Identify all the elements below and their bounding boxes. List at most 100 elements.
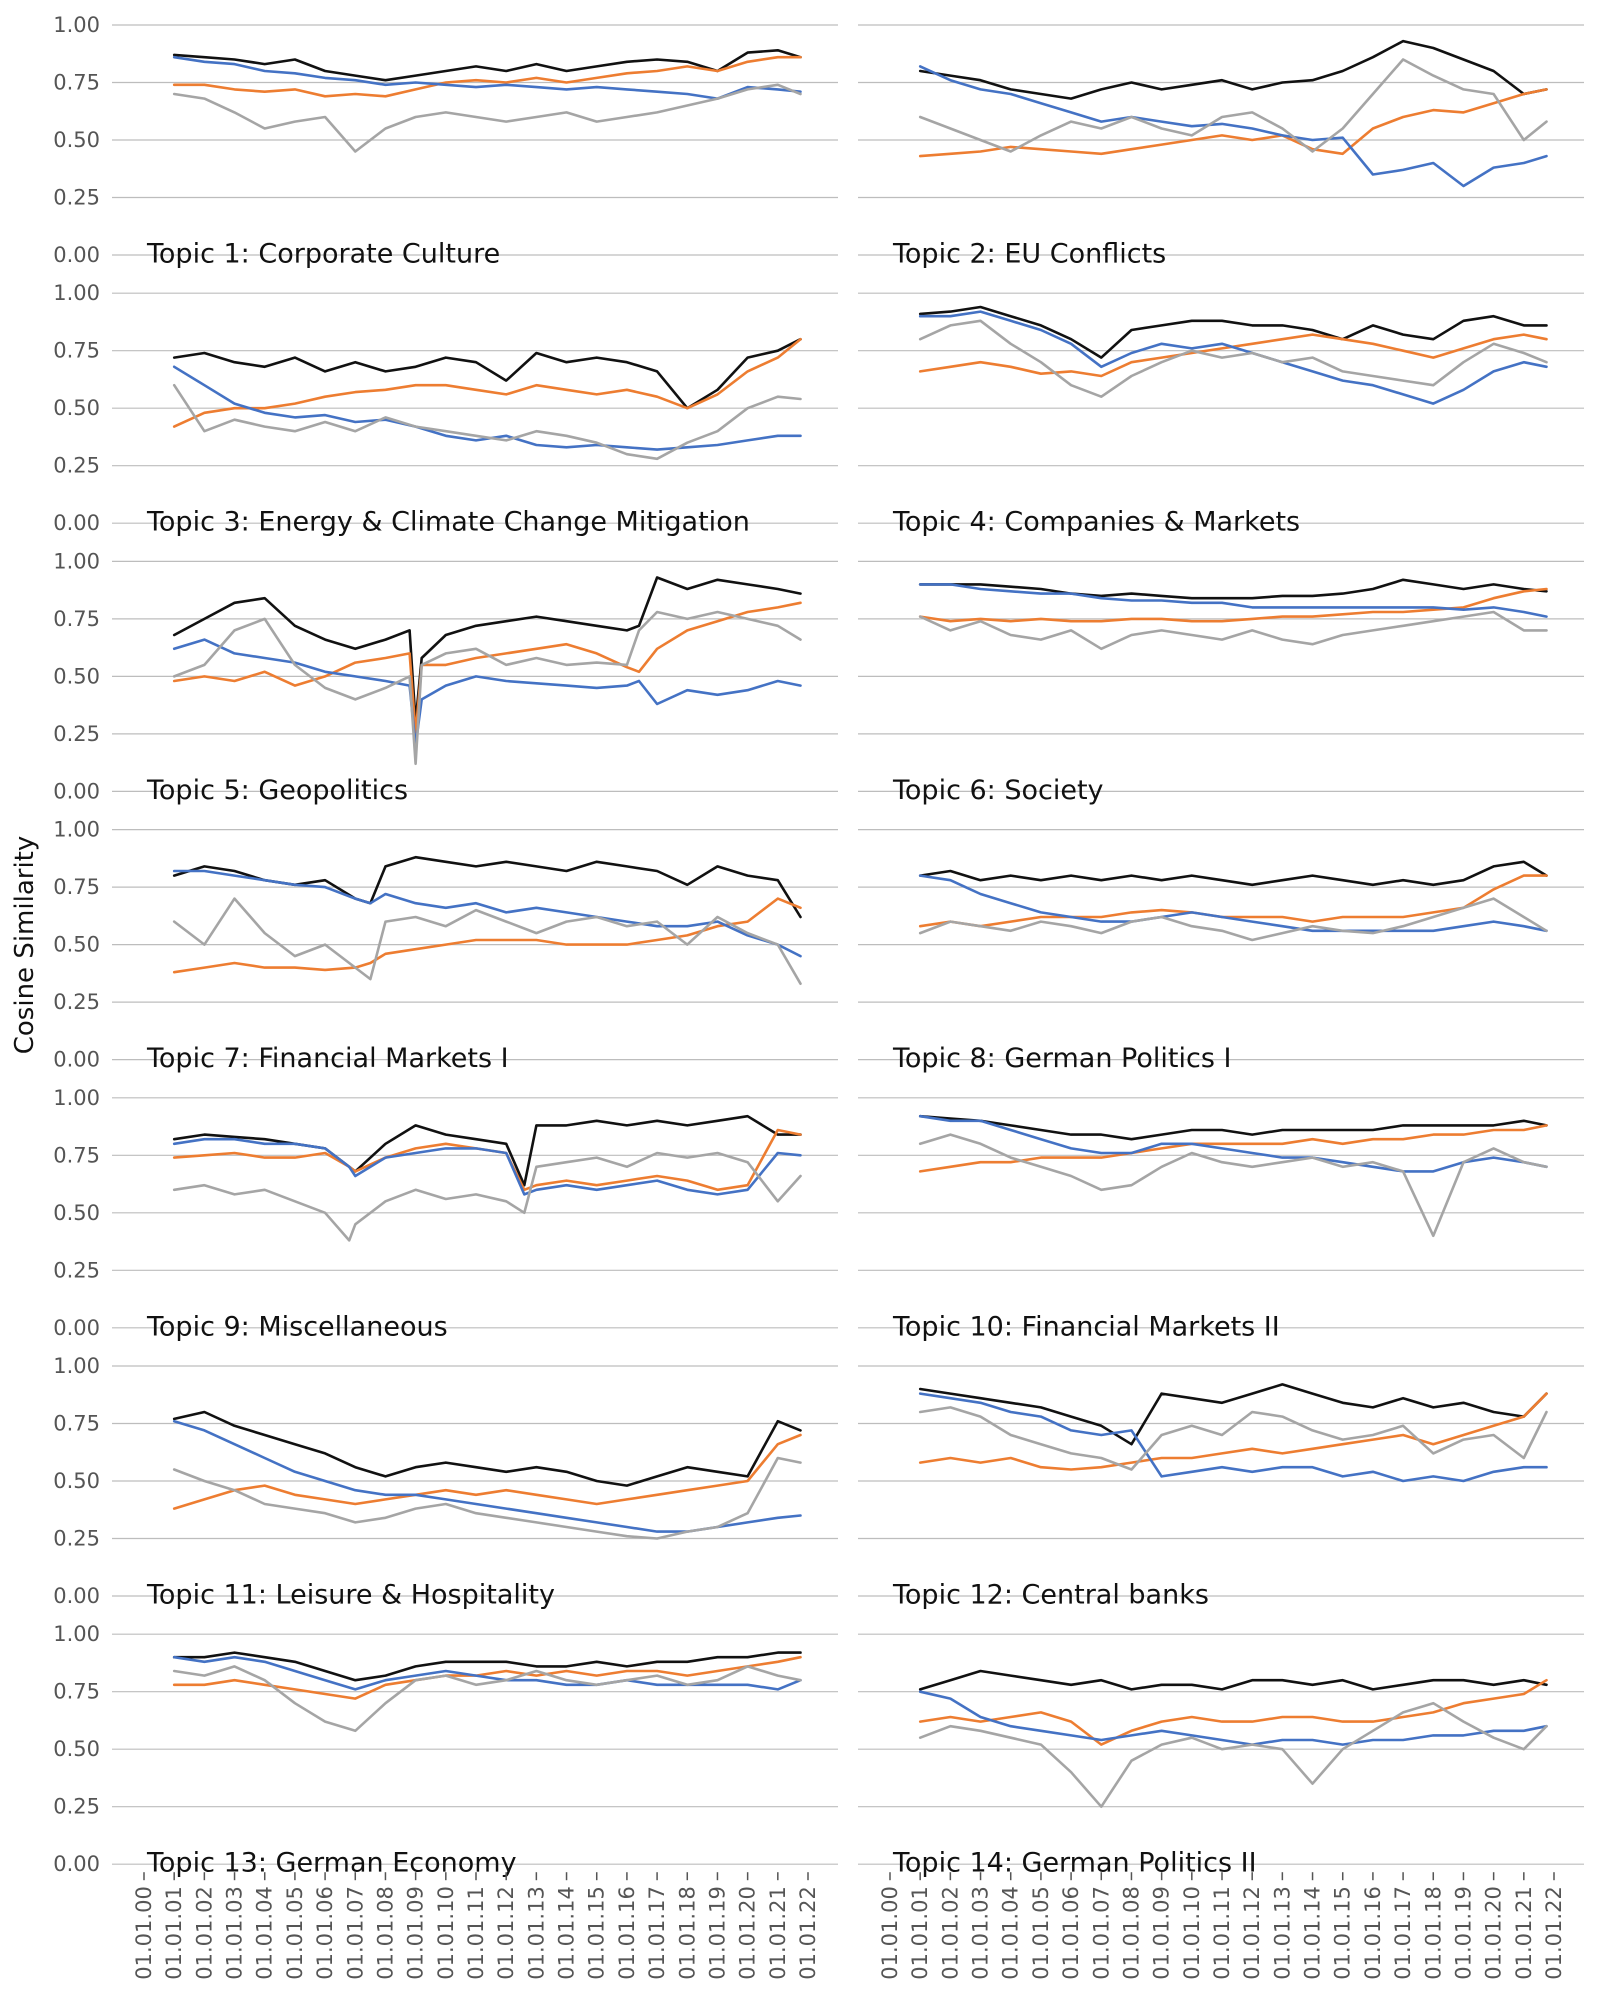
y-tick-label: 1.00 — [53, 549, 100, 573]
y-tick-label: 0.75 — [53, 607, 100, 631]
x-tick-label: 01.01.22 — [1542, 1886, 1566, 1980]
series-line-4 — [918, 610, 1548, 651]
panel-topic-9: 0.00 0.25 0.50 0.75 1.00 Topic 9: Miscellaneo… — [53, 1086, 838, 1342]
panel-title: Topic 11: Leisure & Hospitality — [146, 1580, 555, 1611]
series-line-2 — [918, 88, 1548, 158]
panel-title: Topic 3: Energy & Climate Change Mitigat… — [146, 507, 750, 538]
series-line-1 — [172, 337, 802, 410]
y-tick-label: 0.00 — [53, 511, 100, 535]
y-tick-label: 0.75 — [53, 339, 100, 363]
series-line-3 — [918, 583, 1548, 618]
panel-topic-10: Topic 10: Financial Markets II — [858, 1097, 1584, 1342]
x-tick-label: 01.01.19 — [1451, 1886, 1475, 1980]
panel-title: Topic 13: German Economy — [146, 1848, 517, 1879]
panel-topic-6: Topic 6: Society — [858, 560, 1584, 806]
y-tick-label: 1.00 — [53, 1622, 100, 1646]
series-line-4 — [172, 1665, 802, 1733]
series-line-4 — [172, 1456, 802, 1540]
y-tick-label: 0.50 — [53, 128, 100, 152]
x-tick-label: 01.01.17 — [645, 1886, 669, 1980]
x-tick-label: 01.01.00 — [878, 1886, 902, 1980]
panel-title: Topic 4: Companies & Markets — [892, 507, 1300, 538]
y-tick-label: 0.25 — [53, 1795, 100, 1819]
panel-title: Topic 9: Miscellaneous — [146, 1311, 448, 1342]
x-axis: 01.01.00 01.01.01 01.01.02 01.01.03 01.01.04… — [132, 1872, 820, 1980]
series-line-1 — [918, 305, 1548, 359]
series-line-3 — [918, 1114, 1548, 1173]
y-tick-label: 0.25 — [53, 454, 100, 478]
y-tick-label: 0.50 — [53, 1201, 100, 1225]
y-tick-label: 0.25 — [53, 1258, 100, 1282]
x-tick-label: 01.01.08 — [373, 1886, 397, 1980]
x-tick-label: 01.01.01 — [908, 1886, 932, 1980]
panel-title: Topic 10: Financial Markets II — [892, 1311, 1280, 1342]
x-tick-label: 01.01.05 — [283, 1886, 307, 1980]
x-tick-label: 01.01.22 — [796, 1886, 820, 1980]
x-tick-label: 01.01.06 — [313, 1886, 337, 1980]
y-tick-label: 0.25 — [53, 722, 100, 746]
series-line-2 — [918, 1678, 1548, 1746]
panel-topic-11: 0.00 0.25 0.50 0.75 1.00 Topic 11: Leisure & … — [53, 1354, 838, 1611]
x-tick-label: 01.01.07 — [343, 1886, 367, 1980]
x-tick-label: 01.01.12 — [1240, 1886, 1264, 1980]
series-line-1 — [172, 1410, 802, 1487]
series-line-4 — [172, 610, 802, 766]
x-tick-label: 01.01.15 — [1331, 1886, 1355, 1980]
y-tick-label: 0.25 — [53, 186, 100, 210]
x-tick-label: 01.01.14 — [555, 1886, 579, 1980]
x-tick-label: 01.01.16 — [1361, 1886, 1385, 1980]
x-tick-label: 01.01.12 — [494, 1886, 518, 1980]
x-axis: 01.01.00 01.01.01 01.01.02 01.01.03 01.01.04… — [878, 1872, 1566, 1980]
series-line-4 — [918, 1133, 1548, 1238]
y-tick-label: 1.00 — [53, 1354, 100, 1378]
panel-title: Topic 6: Society — [892, 775, 1104, 806]
series-line-1 — [918, 1383, 1548, 1446]
series-line-2 — [172, 1655, 802, 1700]
series-line-1 — [172, 1651, 802, 1682]
series-line-2 — [172, 55, 802, 98]
y-tick-label: 0.75 — [53, 1412, 100, 1436]
x-tick-label: 01.01.13 — [1270, 1886, 1294, 1980]
x-tick-label: 01.01.10 — [1180, 1886, 1204, 1980]
x-tick-label: 01.01.03 — [223, 1886, 247, 1980]
y-tick-label: 1.00 — [53, 281, 100, 305]
x-tick-label: 01.01.19 — [705, 1886, 729, 1980]
series-line-4 — [172, 897, 802, 985]
series-line-1 — [918, 1114, 1548, 1141]
y-tick-label: 0.75 — [53, 875, 100, 899]
panel-title: Topic 2: EU Conflicts — [892, 239, 1166, 270]
panel-title: Topic 8: German Politics I — [892, 1043, 1231, 1074]
x-tick-label: 01.01.14 — [1301, 1886, 1325, 1980]
x-tick-label: 01.01.11 — [464, 1886, 488, 1980]
series-line-3 — [918, 65, 1548, 188]
y-tick-label: 0.00 — [53, 779, 100, 803]
y-axis-label: Cosine Similarity — [10, 836, 40, 1055]
x-tick-label: 01.01.06 — [1059, 1886, 1083, 1980]
x-tick-label: 01.01.11 — [1210, 1886, 1234, 1980]
x-tick-label: 01.01.08 — [1119, 1886, 1143, 1980]
x-tick-label: 01.01.04 — [999, 1886, 1023, 1980]
panel-title: Topic 5: Geopolitics — [146, 775, 408, 806]
x-tick-label: 01.01.18 — [675, 1886, 699, 1980]
x-tick-label: 01.01.17 — [1391, 1886, 1415, 1980]
series-line-4 — [918, 319, 1548, 398]
y-tick-label: 0.50 — [53, 1469, 100, 1493]
panel-topic-1: 0.00 0.25 0.50 0.75 1.00 Topic 1: Corporate C… — [53, 13, 838, 270]
series-line-2 — [172, 1433, 802, 1510]
panel-topic-8: Topic 8: German Politics I — [858, 828, 1584, 1074]
series-line-3 — [172, 55, 802, 100]
series-line-1 — [172, 49, 802, 82]
series-line-4 — [918, 897, 1548, 942]
y-tick-label: 0.00 — [53, 1584, 100, 1608]
x-tick-label: 01.01.21 — [766, 1886, 790, 1980]
y-tick-label: 0.75 — [53, 71, 100, 95]
series-line-2 — [172, 337, 802, 428]
series-line-3 — [918, 310, 1548, 405]
y-tick-label: 0.50 — [53, 396, 100, 420]
y-tick-label: 0.00 — [53, 243, 100, 267]
y-tick-label: 0.00 — [53, 1852, 100, 1876]
y-tick-label: 0.50 — [53, 933, 100, 957]
series-line-2 — [918, 333, 1548, 378]
y-tick-label: 0.00 — [53, 1048, 100, 1072]
series-line-2 — [172, 601, 802, 736]
